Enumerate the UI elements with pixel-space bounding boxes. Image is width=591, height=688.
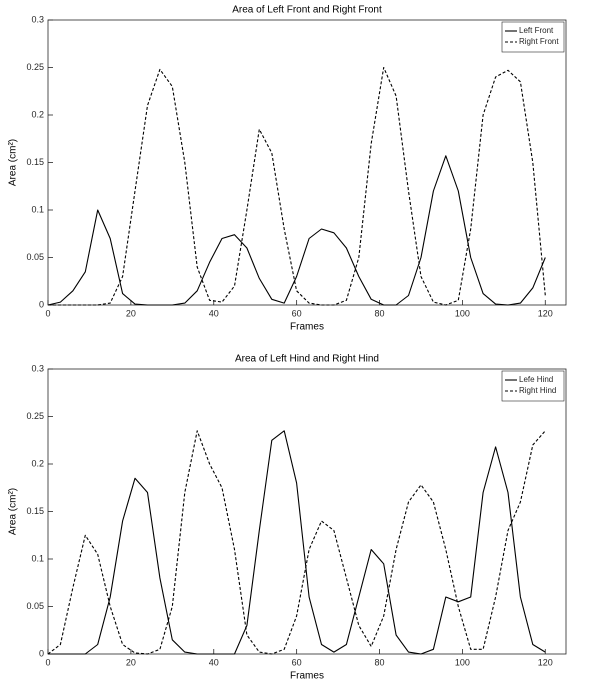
- x-tick-label: 100: [455, 657, 470, 667]
- chart-title: Area of Left Front and Right Front: [232, 5, 382, 16]
- legend-label: Left Front: [519, 26, 554, 35]
- y-tick-label: 0.05: [26, 252, 44, 262]
- legend-box: [501, 370, 565, 402]
- x-tick-label: 80: [375, 657, 385, 667]
- x-axis-label: Frames: [290, 322, 324, 333]
- x-tick-label: 40: [209, 308, 219, 318]
- x-tick-label: 80: [375, 308, 385, 318]
- line-series: [47, 430, 546, 655]
- y-tick-label: 0.3: [31, 14, 44, 24]
- x-tick-label: 20: [126, 308, 136, 318]
- legend-label: Right Front: [519, 37, 559, 46]
- line-series: [47, 155, 546, 306]
- plot-area: [47, 19, 567, 306]
- y-axis-label: Area (cm²): [8, 488, 19, 535]
- y-tick-label: 0.25: [26, 411, 44, 421]
- y-tick-label: 0.15: [26, 157, 44, 167]
- y-tick-label: 0: [39, 299, 44, 309]
- x-axis-label: Frames: [290, 671, 324, 682]
- y-tick-label: 0.3: [31, 363, 44, 373]
- y-tick-label: 0.25: [26, 62, 44, 72]
- x-tick-label: 120: [538, 308, 553, 318]
- y-axis-label: Area (cm²): [8, 139, 19, 186]
- y-tick-label: 0.05: [26, 601, 44, 611]
- y-tick-label: 0: [39, 648, 44, 658]
- y-tick-label: 0.1: [31, 204, 44, 214]
- y-tick-label: 0.1: [31, 553, 44, 563]
- x-tick-label: 40: [209, 657, 219, 667]
- y-tick-label: 0.2: [31, 109, 44, 119]
- line-series: [48, 430, 546, 655]
- x-tick-label: 20: [126, 657, 136, 667]
- y-tick-label: 0.15: [26, 506, 44, 516]
- legend-box: [501, 21, 565, 53]
- x-tick-label: 60: [292, 308, 302, 318]
- chart-title: Area of Left Hind and Right Hind: [235, 354, 379, 365]
- x-tick-label: 0: [45, 308, 50, 318]
- y-tick-label: 0.2: [31, 458, 44, 468]
- x-tick-label: 100: [455, 308, 470, 318]
- x-tick-label: 0: [45, 657, 50, 667]
- x-tick-label: 60: [292, 657, 302, 667]
- legend: Lefe Hind Right Hind: [501, 370, 565, 402]
- legend-label: Right Hind: [519, 386, 556, 395]
- x-tick-label: 120: [538, 657, 553, 667]
- legend: Left Front Right Front: [501, 21, 565, 53]
- legend-label: Lefe Hind: [519, 375, 553, 384]
